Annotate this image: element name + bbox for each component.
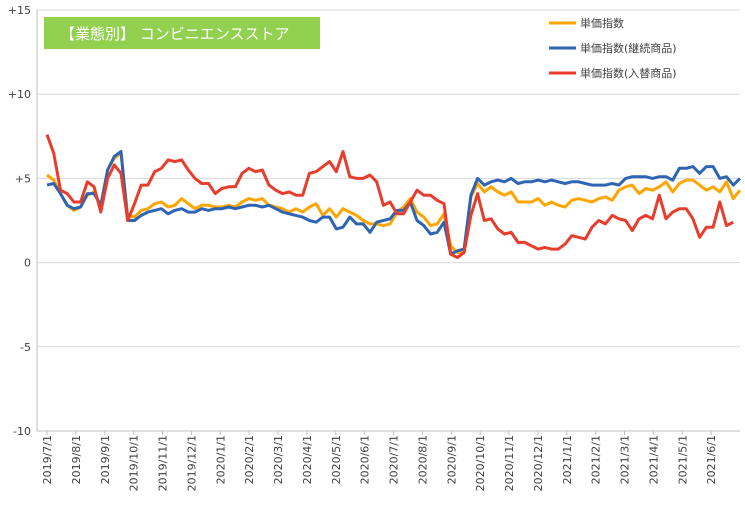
x-tick-label: 2019/10/1 bbox=[128, 435, 141, 491]
y-tick-label: 0 bbox=[24, 257, 31, 270]
x-tick-label: 2020/2/1 bbox=[243, 435, 256, 484]
chart-title-box: 【業態別】 コンビニエンスストア bbox=[44, 17, 320, 49]
x-tick-label: 2020/1/1 bbox=[214, 435, 227, 484]
x-tick-label: 2019/11/1 bbox=[157, 435, 170, 491]
x-tick-label: 2020/3/1 bbox=[272, 435, 285, 484]
x-tick-label: 2020/6/1 bbox=[359, 435, 372, 484]
x-tick-label: 2021/1/1 bbox=[561, 435, 574, 484]
y-tick-labels: +15 +10 +5 0 -5 -10 bbox=[8, 4, 31, 438]
x-tick-label: 2019/7/1 bbox=[41, 435, 54, 484]
series-line-3 bbox=[45, 134, 734, 259]
y-tick-label: +5 bbox=[15, 172, 31, 185]
x-tick-label: 2021/2/1 bbox=[590, 435, 603, 484]
axes bbox=[36, 10, 740, 432]
legend-label: 単価指数(継続商品) bbox=[580, 41, 677, 55]
series-line-2 bbox=[46, 150, 742, 256]
x-tick-label: 2020/5/1 bbox=[330, 435, 343, 484]
x-tick-label: 2020/12/1 bbox=[532, 435, 545, 491]
y-tick-label: +15 bbox=[8, 4, 31, 17]
x-tick-label: 2019/8/1 bbox=[70, 435, 83, 484]
x-tick-label: 2021/3/1 bbox=[619, 435, 632, 484]
x-tick-label: 2021/6/1 bbox=[705, 435, 718, 484]
x-tick-label: 2019/9/1 bbox=[99, 435, 112, 484]
y-tick-label: -5 bbox=[20, 341, 31, 354]
x-tick-label: 2020/9/1 bbox=[445, 435, 458, 484]
x-tick-label: 2021/5/1 bbox=[676, 435, 689, 484]
legend-label: 単価指数(入替商品) bbox=[580, 66, 677, 80]
x-tick-label: 2020/10/1 bbox=[474, 435, 487, 491]
x-tick-label: 2020/11/1 bbox=[503, 435, 516, 491]
x-tick-label: 2019/12/1 bbox=[185, 435, 198, 491]
legend-label: 単価指数 bbox=[580, 16, 624, 30]
x-tick-label: 2020/7/1 bbox=[388, 435, 401, 484]
x-tick-labels: 2019/7/1 2019/8/1 2019/9/1 2019/10/1 2019/11… bbox=[41, 431, 718, 491]
x-tick-label: 2020/8/1 bbox=[416, 435, 429, 484]
y-tick-label: +10 bbox=[8, 88, 31, 101]
series-line-1 bbox=[46, 151, 742, 254]
chart-title: 【業態別】 コンビニエンスストア bbox=[60, 25, 289, 43]
x-tick-label: 2021/4/1 bbox=[647, 435, 660, 484]
series-lines bbox=[45, 134, 742, 259]
y-tick-label: -10 bbox=[13, 425, 31, 438]
x-tick-label: 2020/4/1 bbox=[301, 435, 314, 484]
